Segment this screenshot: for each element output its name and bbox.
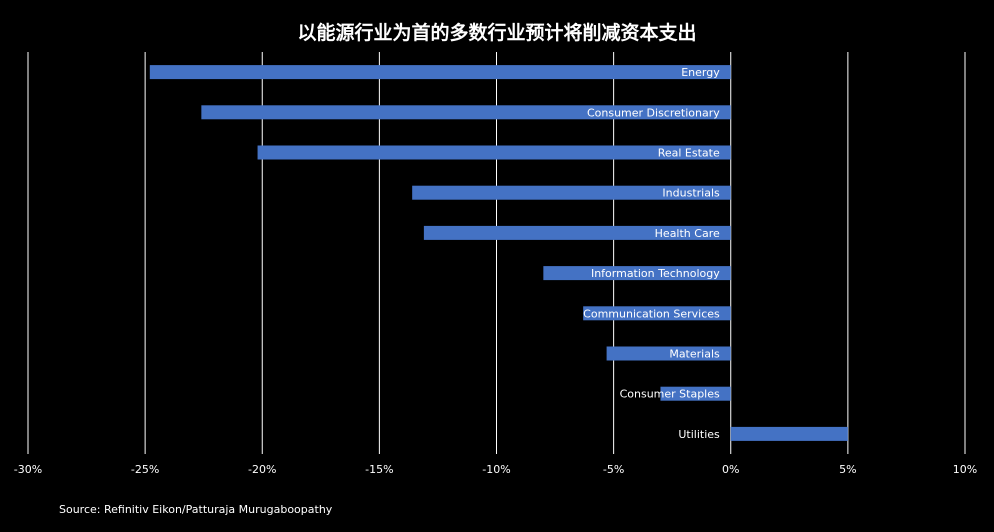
category-labels: Energy Consumer Discretionary Real Estate I…	[583, 66, 720, 441]
x-tick-label: -10%	[482, 463, 510, 476]
bar-health-care	[423, 225, 731, 240]
x-tick-label: 10%	[953, 463, 977, 476]
x-tick-label: -25%	[131, 463, 159, 476]
bar-consumer-discretionary	[201, 105, 731, 120]
x-tick-label: -15%	[365, 463, 393, 476]
x-tick-label: -30%	[14, 463, 42, 476]
bar-information-technology	[543, 266, 731, 281]
bar-communication-services	[583, 306, 731, 321]
chart-title: 以能源行业为首的多数行业预计将削减资本支出	[297, 22, 697, 44]
bar-industrials	[412, 185, 731, 200]
bar-materials	[606, 346, 731, 361]
x-tick-label: 5%	[839, 463, 856, 476]
category-label: Real Estate	[658, 147, 720, 160]
source-note: Source: Refinitiv Eikon/Patturaja Muruga…	[59, 503, 333, 516]
x-tick-label: -5%	[603, 463, 624, 476]
category-label: Industrials	[662, 187, 720, 200]
bar-utilities	[730, 426, 848, 441]
category-label: Materials	[669, 348, 720, 361]
category-label: Energy	[681, 66, 720, 79]
category-label: Information Technology	[591, 267, 720, 280]
bar-energy	[149, 65, 731, 80]
x-tick-label: -20%	[248, 463, 276, 476]
x-tick-label: 0%	[722, 463, 739, 476]
category-label: Utilities	[678, 428, 720, 441]
x-tick-labels: -30% -25% -20% -15% -10% -5% 0% 5% 10%	[14, 463, 977, 476]
category-label: Consumer Staples	[620, 388, 720, 401]
category-label: Health Care	[655, 227, 720, 240]
category-label: Consumer Discretionary	[587, 106, 720, 119]
bar-real-estate	[257, 145, 731, 160]
bars	[149, 65, 848, 441]
bar-consumer-staples	[660, 386, 731, 401]
category-label: Communication Services	[583, 307, 720, 320]
